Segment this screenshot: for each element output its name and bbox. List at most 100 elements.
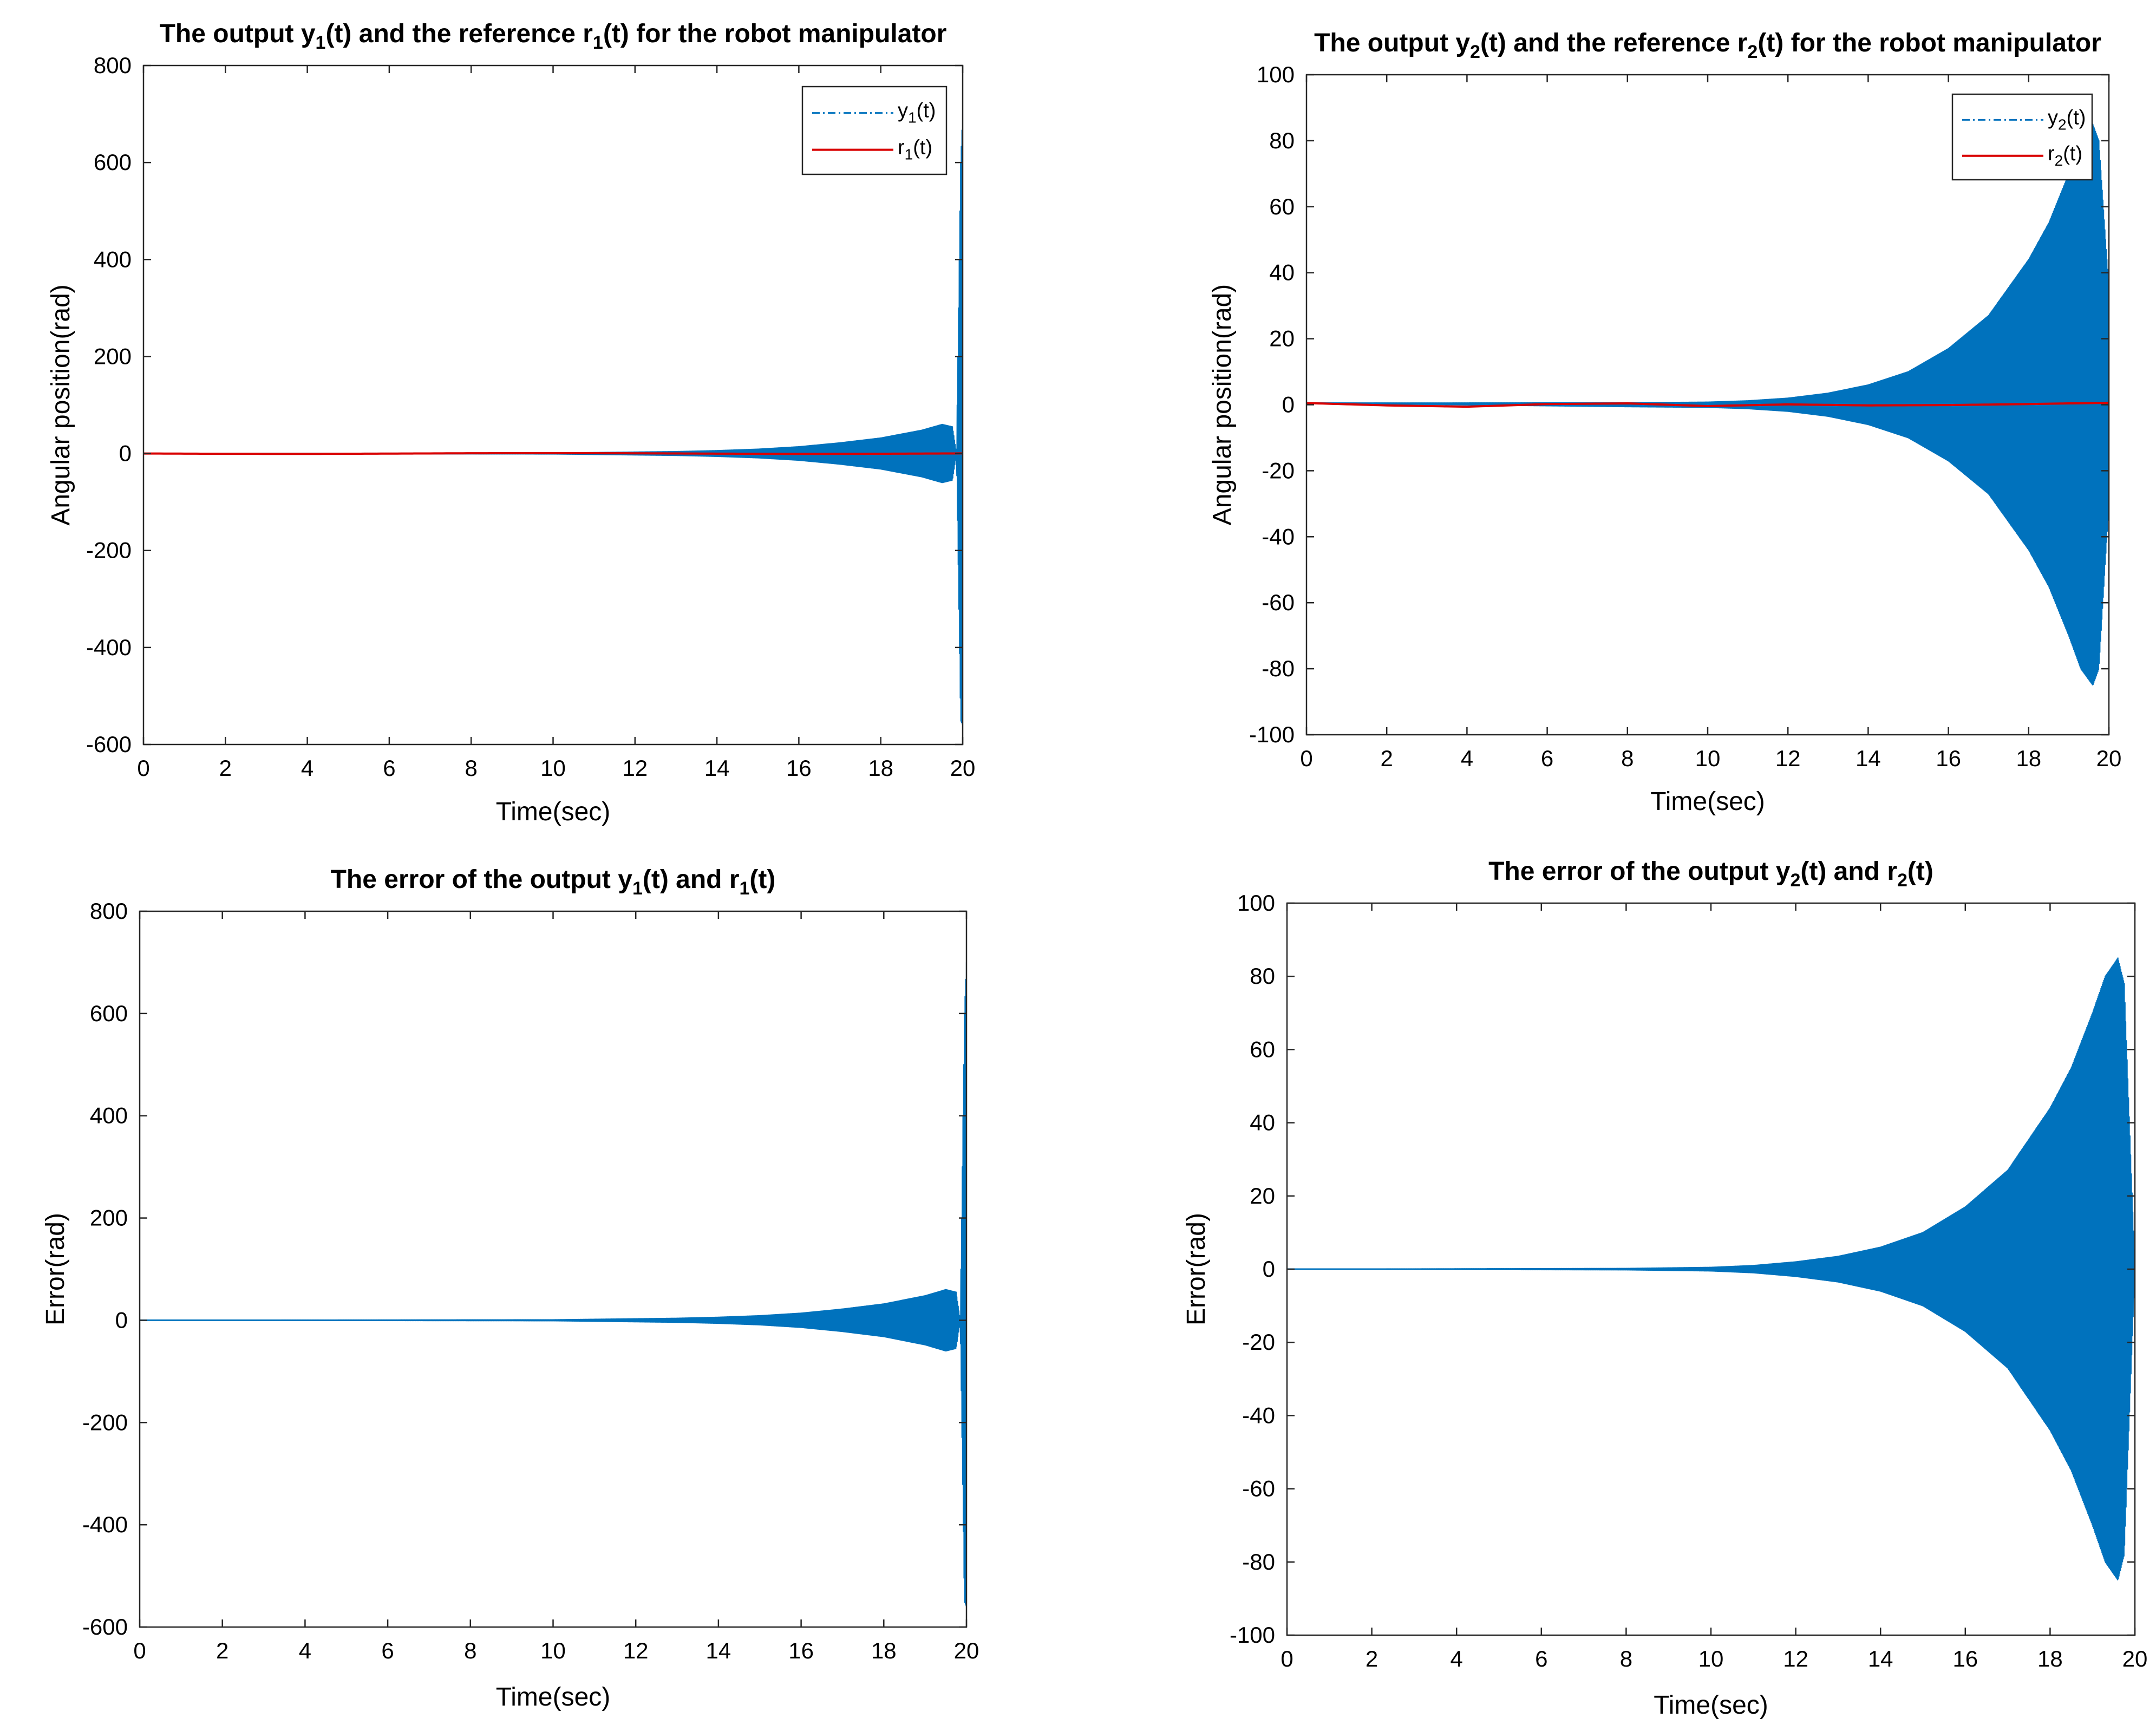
- chart-title: The output y2(t) and the reference r2(t)…: [1314, 29, 2101, 62]
- title-part: (t) for the robot manipulator: [1758, 29, 2101, 57]
- x-tick-label: 12: [1775, 746, 1801, 771]
- title-subscript: 2: [1790, 870, 1800, 891]
- legend-label-base: y: [2048, 106, 2058, 129]
- y-tick-label: 60: [1269, 194, 1295, 219]
- x-tick-label: 8: [1620, 1646, 1632, 1671]
- x-tick-label: 16: [1952, 1646, 1978, 1671]
- chart-title: The error of the output y1(t) and r1(t): [331, 865, 776, 899]
- x-tick-label: 4: [1461, 746, 1473, 771]
- y-tick-label: -600: [86, 731, 132, 757]
- y-tick-label: 600: [90, 1001, 128, 1026]
- y-tick-label: 800: [90, 898, 128, 924]
- legend-label-base: r: [898, 136, 905, 159]
- title-subscript: 1: [316, 32, 326, 53]
- x-axis-label: Time(sec): [1654, 1691, 1768, 1720]
- x-tick-label: 2: [216, 1638, 228, 1663]
- chart-panel-4: 0 2 4 6 8 10 12 14 16 18 20 -100 -80 -60 -40 -20 0 20 40 60…: [1182, 857, 2147, 1720]
- title-part: The output y: [1314, 29, 1470, 57]
- x-tick-label: 14: [1856, 746, 1881, 771]
- x-tick-label: 16: [788, 1638, 814, 1663]
- y-tick-label: -60: [1262, 590, 1295, 615]
- plot-area: [143, 66, 963, 744]
- y-axis-label: Angular position(rad): [1208, 284, 1237, 526]
- y-tick-label: 20: [1269, 326, 1295, 351]
- x-tick-label: 16: [786, 755, 812, 781]
- x-axis-label: Time(sec): [1650, 787, 1765, 816]
- title-part: (t) and r: [643, 865, 740, 894]
- y-tick-label: -40: [1242, 1402, 1275, 1428]
- y-tick-label: -20: [1262, 458, 1295, 483]
- legend-label-subscript: 1: [908, 109, 917, 126]
- y-tick-label: 200: [90, 1205, 128, 1231]
- y-tick-label: -40: [1262, 524, 1295, 549]
- x-tick-label: 10: [540, 1638, 566, 1663]
- x-tick-label: 12: [622, 755, 648, 781]
- x-axis-label: Time(sec): [496, 1683, 611, 1712]
- x-tick-label: 10: [1698, 1646, 1724, 1671]
- y-tick-label: -100: [1249, 722, 1295, 747]
- y-tick-label: 40: [1250, 1110, 1275, 1135]
- y-tick-label: 80: [1250, 963, 1275, 989]
- title-part: The error of the output y: [1488, 857, 1791, 886]
- legend-label: r2(t): [2048, 142, 2082, 169]
- plot-content: [1306, 123, 2109, 685]
- legend-label-subscript: 1: [905, 146, 913, 163]
- y-axis-label: Error(rad): [1182, 1213, 1211, 1325]
- x-tick-label: 18: [868, 755, 893, 781]
- series-e2(t): [1287, 957, 2135, 1580]
- legend-label: r1(t): [898, 136, 932, 163]
- y-tick-label: -400: [86, 635, 132, 660]
- x-tick-label: 20: [2122, 1646, 2148, 1671]
- x-tick-label: 14: [704, 755, 730, 781]
- plot-area: [140, 911, 966, 1627]
- y-tick-label: 20: [1250, 1183, 1275, 1209]
- chart-panel-3: 0 2 4 6 8 10 12 14 16 18 20 -600 -400 -200 0 200 400 600 8…: [41, 865, 979, 1712]
- title-subscript: 1: [740, 878, 750, 899]
- y-axis-label: Error(rad): [41, 1213, 70, 1325]
- y-tick-label: -80: [1242, 1549, 1275, 1575]
- legend-label-post: (t): [2067, 106, 2086, 129]
- x-tick-label: 6: [1541, 746, 1553, 771]
- chart-panel-2: 0 2 4 6 8 10 12 14 16 18 20 -100 -80 -60 -40 -20 0 20 40 60…: [1208, 29, 2121, 816]
- x-tick-label: 8: [1621, 746, 1634, 771]
- legend-box: [1951, 93, 2093, 181]
- x-tick-label: 4: [1451, 1646, 1463, 1671]
- y-tick-label: 100: [1237, 890, 1275, 916]
- y-tick-label: 0: [1282, 392, 1295, 417]
- x-tick-label: 10: [1695, 746, 1721, 771]
- x-tick-label: 0: [137, 755, 149, 781]
- x-tick-label: 18: [2016, 746, 2041, 771]
- title-part: (t) and r: [1800, 857, 1897, 886]
- x-tick-label: 10: [540, 755, 566, 781]
- y-tick-label: -600: [82, 1614, 128, 1639]
- title-part: (t): [749, 865, 775, 894]
- y-tick-label: 0: [1263, 1256, 1275, 1282]
- title-part: (t) and the reference r: [1480, 29, 1747, 57]
- chart-title: The error of the output y2(t) and r2(t): [1488, 857, 1933, 891]
- x-tick-label: 2: [219, 755, 232, 781]
- x-tick-label: 6: [383, 755, 395, 781]
- title-subscript: 2: [1897, 870, 1907, 891]
- y-tick-label: 600: [94, 149, 132, 175]
- plot-content: [143, 114, 963, 725]
- y-axis-label: Angular position(rad): [47, 284, 75, 526]
- y-tick-label: 400: [90, 1103, 128, 1128]
- plot-content: [140, 962, 966, 1606]
- x-tick-label: 18: [871, 1638, 897, 1663]
- title-subscript: 1: [632, 878, 643, 899]
- title-part: (t) and the reference r: [325, 19, 592, 48]
- series-r2(t): [1306, 401, 2109, 408]
- plot-content: [1287, 957, 2135, 1580]
- series-e1(t): [140, 962, 966, 1606]
- legend-label-post: (t): [2063, 142, 2082, 165]
- title-part: (t) for the robot manipulator: [603, 19, 947, 48]
- y-tick-label: 400: [94, 246, 132, 272]
- title-subscript: 2: [1747, 42, 1758, 62]
- legend-label-post: (t): [917, 100, 936, 122]
- y-tick-label: 0: [119, 441, 132, 466]
- y-tick-label: -200: [86, 538, 132, 563]
- chart-panel-1: 0 2 4 6 8 10 12 14 16 18 20 -600 -400 -200 0 200 400 600 8…: [47, 19, 975, 826]
- y-tick-label: 40: [1269, 260, 1295, 285]
- x-axis-label: Time(sec): [496, 798, 611, 826]
